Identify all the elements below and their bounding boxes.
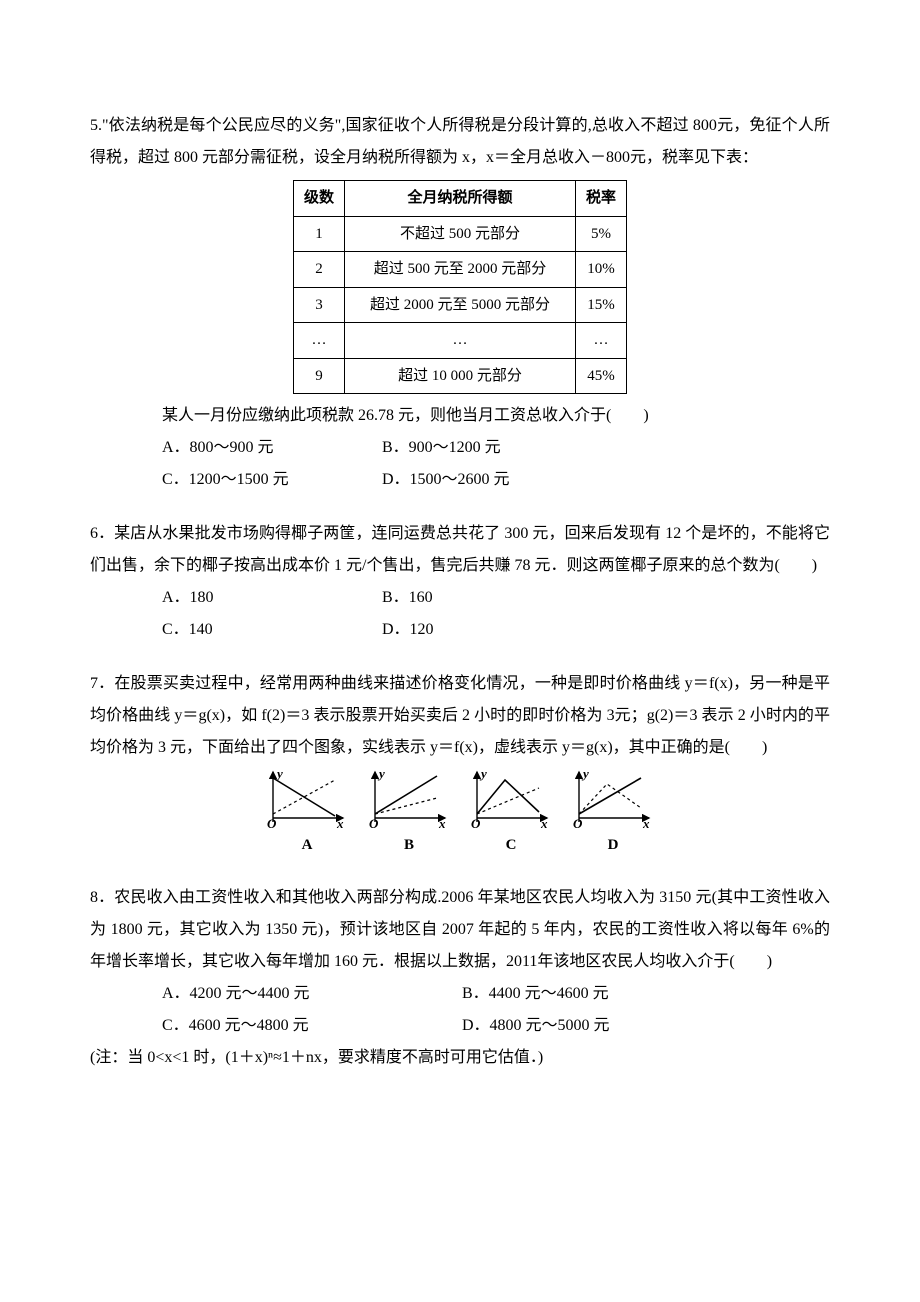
- q8-opts-row1: A．4200 元～4400 元 B．4400 元～4600 元: [162, 978, 830, 1010]
- q7-chart-row: O x y A O x y B O: [90, 768, 830, 860]
- q5-stem: 5."依法纳税是每个公民应尽的义务",国家征收个人所得税是分段计算的,总收入不超…: [90, 110, 830, 174]
- table-row: 1不超过 500 元部分5%: [293, 216, 626, 252]
- svg-text:x: x: [642, 816, 650, 830]
- table-row: 2超过 500 元至 2000 元部分10%: [293, 252, 626, 288]
- chart-b-label: B: [369, 830, 449, 860]
- chart-c-svg: O x y: [471, 768, 551, 830]
- q8-opt-a: A．4200 元～4400 元: [162, 978, 462, 1010]
- svg-text:y: y: [275, 768, 283, 781]
- question-5: 5."依法纳税是每个公民应尽的义务",国家征收个人所得税是分段计算的,总收入不超…: [90, 110, 830, 496]
- chart-c: O x y C: [471, 768, 551, 860]
- q5-opts-row2: C．1200～1500 元 D．1500～2600 元: [162, 464, 830, 496]
- chart-b-svg: O x y: [369, 768, 449, 830]
- svg-text:O: O: [369, 816, 379, 830]
- q5-tax-table: 级数 全月纳税所得额 税率 1不超过 500 元部分5% 2超过 500 元至 …: [293, 180, 627, 394]
- q6-opt-a: A．180: [162, 582, 382, 614]
- svg-text:y: y: [377, 768, 385, 781]
- q6-opt-b: B．160: [382, 582, 433, 614]
- th-level: 级数: [293, 181, 344, 217]
- question-6: 6．某店从水果批发市场购得椰子两筐，连同运费总共花了 300 元，回来后发现有 …: [90, 518, 830, 646]
- svg-text:y: y: [581, 768, 589, 781]
- chart-a-svg: O x y: [267, 768, 347, 830]
- question-7: 7．在股票买卖过程中，经常用两种曲线来描述价格变化情况，一种是即时价格曲线 y＝…: [90, 668, 830, 860]
- table-row: 9超过 10 000 元部分45%: [293, 358, 626, 394]
- q6-opts-row1: A．180 B．160: [162, 582, 830, 614]
- th-rate: 税率: [576, 181, 627, 217]
- svg-text:O: O: [471, 816, 481, 830]
- svg-text:x: x: [540, 816, 548, 830]
- question-8: 8．农民收入由工资性收入和其他收入两部分构成.2006 年某地区农民人均收入为 …: [90, 882, 830, 1074]
- table-row: ………: [293, 323, 626, 359]
- q8-opt-b: B．4400 元～4600 元: [462, 978, 609, 1010]
- q7-stem: 7．在股票买卖过程中，经常用两种曲线来描述价格变化情况，一种是即时价格曲线 y＝…: [90, 668, 830, 764]
- th-range: 全月纳税所得额: [345, 181, 576, 217]
- q8-opt-d: D．4800 元～5000 元: [462, 1010, 610, 1042]
- table-row: 3超过 2000 元至 5000 元部分15%: [293, 287, 626, 323]
- q8-stem: 8．农民收入由工资性收入和其他收入两部分构成.2006 年某地区农民人均收入为 …: [90, 882, 830, 978]
- svg-text:O: O: [267, 816, 277, 830]
- svg-text:y: y: [479, 768, 487, 781]
- chart-b: O x y B: [369, 768, 449, 860]
- q6-opt-d: D．120: [382, 614, 434, 646]
- q5-opt-c: C．1200～1500 元: [162, 464, 382, 496]
- q5-opt-a: A．800～900 元: [162, 432, 382, 464]
- svg-text:O: O: [573, 816, 583, 830]
- q6-opts-row2: C．140 D．120: [162, 614, 830, 646]
- table-header-row: 级数 全月纳税所得额 税率: [293, 181, 626, 217]
- chart-c-label: C: [471, 830, 551, 860]
- q6-opt-c: C．140: [162, 614, 382, 646]
- q8-note: (注：当 0<x<1 时，(1＋x)ⁿ≈1＋nx，要求精度不高时可用它估值．): [90, 1042, 830, 1074]
- chart-a-label: A: [267, 830, 347, 860]
- q5-opt-d: D．1500～2600 元: [382, 464, 510, 496]
- q8-opt-c: C．4600 元～4800 元: [162, 1010, 462, 1042]
- chart-d-label: D: [573, 830, 653, 860]
- q8-opts-row2: C．4600 元～4800 元 D．4800 元～5000 元: [162, 1010, 830, 1042]
- svg-text:x: x: [438, 816, 446, 830]
- chart-d: O x y D: [573, 768, 653, 860]
- q5-opt-b: B．900～1200 元: [382, 432, 501, 464]
- q6-stem: 6．某店从水果批发市场购得椰子两筐，连同运费总共花了 300 元，回来后发现有 …: [90, 518, 830, 582]
- chart-a: O x y A: [267, 768, 347, 860]
- svg-text:x: x: [336, 816, 344, 830]
- q5-opts-row1: A．800～900 元 B．900～1200 元: [162, 432, 830, 464]
- chart-d-svg: O x y: [573, 768, 653, 830]
- q5-after: 某人一月份应缴纳此项税款 26.78 元，则他当月工资总收入介于( ): [90, 400, 830, 432]
